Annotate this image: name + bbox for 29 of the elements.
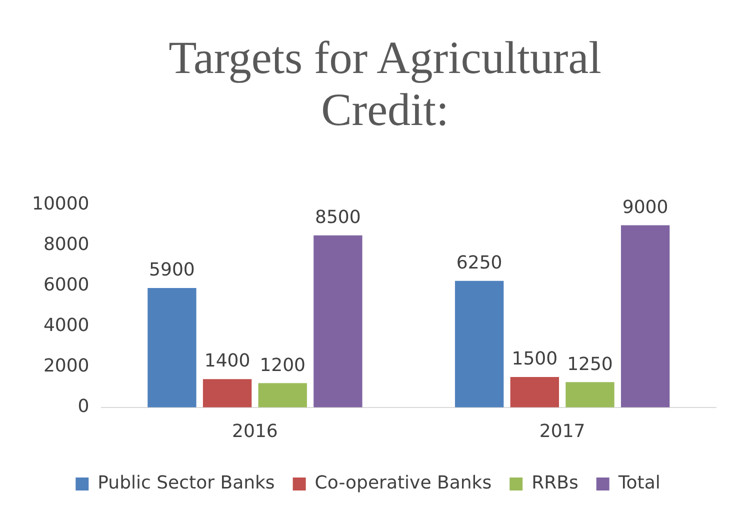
y-tick-label: 6000	[43, 274, 90, 296]
data-label: 8500	[315, 207, 361, 228]
bar	[620, 225, 670, 408]
bar	[454, 280, 504, 408]
data-label: 1250	[567, 354, 613, 375]
y-tick-label: 2000	[43, 356, 90, 377]
y-tick-label: 0	[78, 396, 90, 418]
data-label: 5900	[149, 260, 195, 281]
bar	[566, 382, 614, 408]
data-label: 9000	[622, 196, 668, 218]
chart-title: Targets for Agricultural Credit:	[168, 32, 602, 136]
data-label: 1200	[260, 354, 306, 376]
legend-label: Public Sector Banks	[98, 472, 275, 494]
x-tick-label: 2016	[232, 420, 278, 442]
bar	[202, 379, 252, 408]
data-label: 1400	[204, 350, 250, 372]
data-label: 6250	[456, 252, 502, 274]
legend-label: Total	[617, 472, 660, 494]
x-tick-label: 2017	[539, 420, 586, 442]
bar	[314, 235, 362, 408]
bar	[510, 377, 559, 408]
data-label: 1500	[512, 348, 558, 370]
bar	[148, 288, 196, 408]
legend-label: RRBs	[532, 472, 578, 494]
y-tick-label: 10000	[32, 194, 90, 215]
y-tick-label: 8000	[43, 234, 90, 256]
legend-label: Co-operative Banks	[314, 472, 492, 494]
y-tick-label: 4000	[43, 315, 90, 336]
bar	[258, 383, 307, 408]
